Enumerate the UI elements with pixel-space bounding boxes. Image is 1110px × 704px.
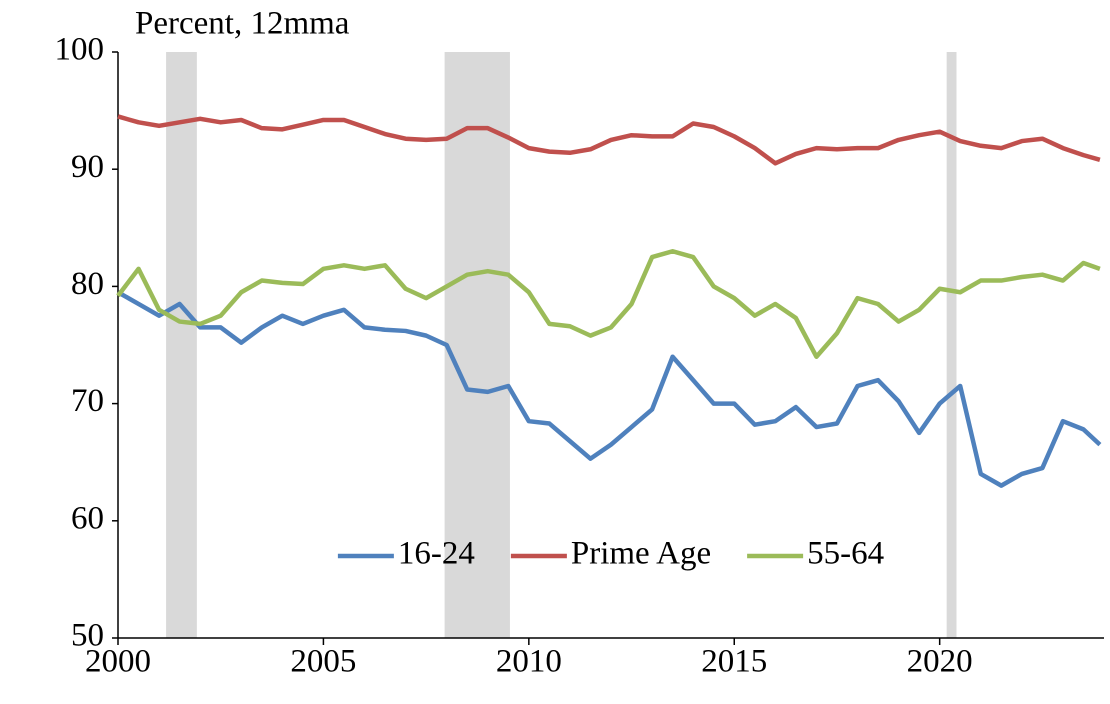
recession-shade (166, 52, 197, 638)
x-tick-label: 2000 (85, 644, 151, 680)
chart-title: Percent, 12mma (135, 6, 350, 42)
series-line (117, 114, 1101, 166)
y-tick-label: 80 (71, 266, 104, 302)
x-tick-label: 2005 (290, 644, 356, 680)
x-tick-label: 2020 (907, 644, 973, 680)
recession-shade (946, 52, 957, 638)
y-tick-label: 70 (71, 383, 104, 419)
x-tick-label: 2010 (496, 644, 562, 680)
legend-label: 55-64 (807, 536, 884, 572)
series-line (116, 248, 1101, 359)
y-tick-label: 90 (71, 149, 104, 185)
legend-label: 16-24 (398, 536, 475, 572)
x-tick-label: 2015 (701, 644, 767, 680)
legend-label: Prime Age (571, 536, 711, 572)
series-line (116, 290, 1102, 488)
y-tick-label: 60 (71, 500, 104, 536)
y-tick-label: 100 (55, 32, 105, 68)
y-tick-label: 50 (71, 618, 104, 654)
recession-shade (444, 52, 510, 638)
